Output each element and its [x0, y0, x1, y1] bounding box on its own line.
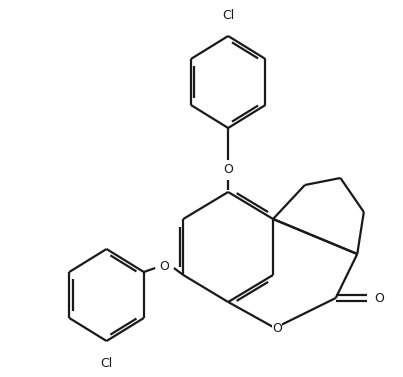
Text: O: O [374, 291, 384, 305]
Text: O: O [160, 259, 170, 273]
Text: Cl: Cl [100, 357, 113, 370]
Text: Cl: Cl [222, 9, 234, 22]
Text: O: O [223, 164, 233, 176]
Text: O: O [272, 322, 282, 334]
